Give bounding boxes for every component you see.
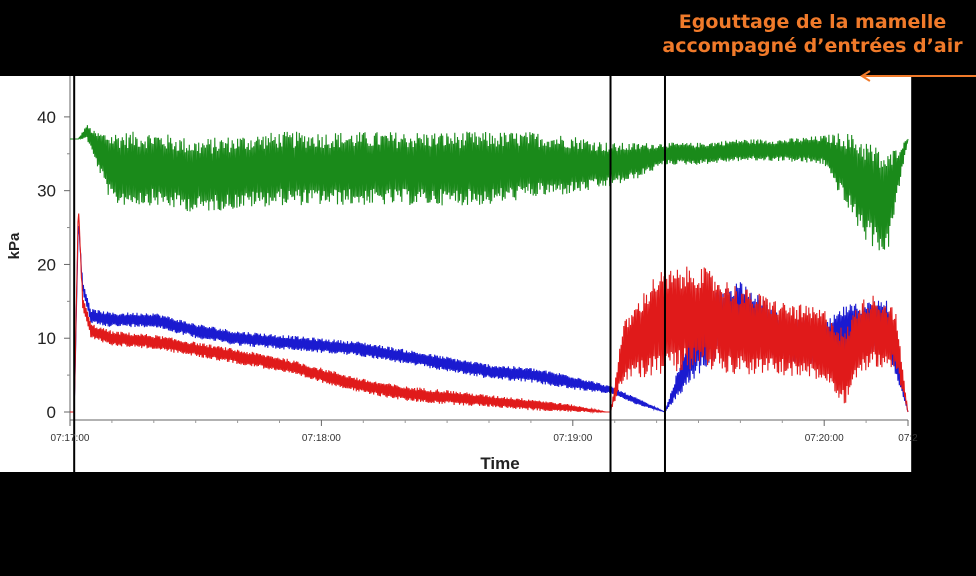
annotation-line-2: accompagné d’entrées d’air	[662, 35, 963, 57]
series-line-0	[70, 125, 909, 251]
vertical-markers	[73, 76, 914, 472]
series-layer	[70, 125, 909, 415]
axes	[64, 76, 909, 426]
plot-area	[0, 76, 912, 472]
x-axis-title: Time	[480, 454, 519, 473]
y-tick-label-3: 30	[37, 182, 56, 201]
x-tick-label-4: 07:2	[898, 433, 918, 444]
annotation-line-1: Egouttage de la mamelle	[678, 11, 947, 33]
series-line-2	[70, 213, 909, 415]
x-tick-label-2: 07:19:00	[553, 433, 592, 444]
x-tick-label-1: 07:18:00	[302, 433, 341, 444]
y-tick-label-1: 10	[37, 329, 56, 348]
labels: 0 10 20 30 40 07:17:00 07:18:00 07:19:00 07:20:0…	[6, 70, 976, 473]
annotation-arrow-head-left	[860, 70, 871, 82]
y-axis-title: kPa	[6, 232, 23, 259]
y-tick-label-0: 0	[47, 403, 56, 422]
annotation-text: Egouttage de la mamelle accompagné d’ent…	[655, 10, 970, 58]
y-tick-label-2: 20	[37, 255, 56, 274]
x-tick-label-3: 07:20:00	[805, 433, 844, 444]
x-tick-label-0: 07:17:00	[51, 433, 90, 444]
y-tick-label-4: 40	[37, 108, 56, 127]
